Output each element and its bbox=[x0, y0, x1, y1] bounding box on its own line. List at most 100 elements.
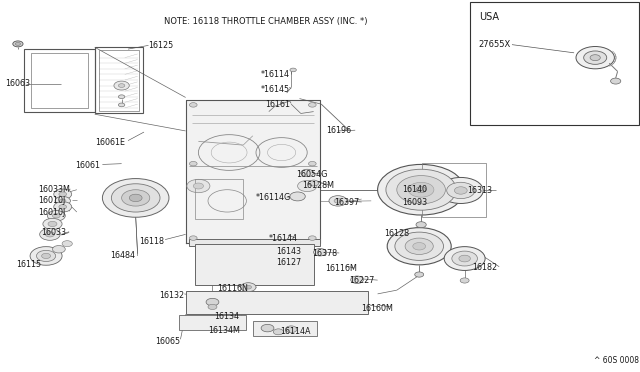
Circle shape bbox=[13, 41, 23, 47]
Circle shape bbox=[386, 169, 456, 210]
Circle shape bbox=[408, 182, 434, 197]
Text: *16144: *16144 bbox=[269, 234, 298, 243]
Circle shape bbox=[40, 228, 60, 240]
Text: 16115: 16115 bbox=[16, 260, 41, 269]
Circle shape bbox=[111, 184, 160, 212]
Circle shape bbox=[114, 81, 129, 90]
Text: 16182: 16182 bbox=[472, 263, 497, 272]
Circle shape bbox=[290, 68, 296, 72]
Circle shape bbox=[298, 180, 317, 192]
Circle shape bbox=[206, 298, 219, 306]
Text: 16160M: 16160M bbox=[362, 304, 394, 312]
Bar bbox=[470, 2, 639, 125]
Text: *16114: *16114 bbox=[261, 70, 290, 79]
Text: 16196: 16196 bbox=[326, 126, 351, 135]
Circle shape bbox=[54, 189, 72, 199]
Circle shape bbox=[334, 199, 342, 203]
Bar bbox=[31, 53, 88, 108]
Bar bbox=[179, 315, 246, 330]
Circle shape bbox=[62, 241, 72, 247]
Circle shape bbox=[45, 232, 54, 237]
Circle shape bbox=[189, 236, 197, 240]
Circle shape bbox=[308, 103, 316, 107]
Text: 16010J: 16010J bbox=[38, 208, 66, 217]
Circle shape bbox=[378, 164, 465, 215]
Text: 16128M: 16128M bbox=[302, 182, 334, 190]
Text: NOTE: 16118 THROTTLE CHAMBER ASSY (INC. *): NOTE: 16118 THROTTLE CHAMBER ASSY (INC. … bbox=[164, 17, 367, 26]
Circle shape bbox=[387, 228, 451, 265]
Circle shape bbox=[413, 243, 426, 250]
Bar bbox=[95, 47, 143, 113]
Text: 16116N: 16116N bbox=[218, 284, 248, 293]
Circle shape bbox=[576, 46, 614, 69]
Circle shape bbox=[52, 246, 65, 253]
Text: 16033: 16033 bbox=[42, 228, 67, 237]
Circle shape bbox=[314, 248, 326, 256]
Circle shape bbox=[54, 202, 72, 212]
Circle shape bbox=[273, 329, 284, 335]
Circle shape bbox=[118, 95, 125, 99]
Circle shape bbox=[189, 161, 197, 166]
Circle shape bbox=[444, 247, 485, 270]
Polygon shape bbox=[186, 100, 320, 243]
Bar bbox=[195, 244, 314, 285]
Circle shape bbox=[459, 255, 470, 262]
Circle shape bbox=[241, 283, 256, 292]
Circle shape bbox=[395, 232, 444, 260]
Circle shape bbox=[48, 221, 57, 227]
Circle shape bbox=[438, 177, 483, 203]
Circle shape bbox=[415, 272, 424, 277]
Bar bbox=[253, 321, 317, 336]
Circle shape bbox=[60, 199, 66, 203]
Text: 16378: 16378 bbox=[312, 249, 337, 258]
Circle shape bbox=[416, 187, 426, 193]
Text: 16065: 16065 bbox=[155, 337, 180, 346]
Circle shape bbox=[47, 211, 65, 221]
Circle shape bbox=[122, 190, 150, 206]
Circle shape bbox=[59, 192, 67, 196]
Circle shape bbox=[118, 103, 125, 107]
Text: 16033M: 16033M bbox=[38, 185, 70, 194]
Circle shape bbox=[584, 51, 607, 64]
Text: 16010J: 16010J bbox=[38, 196, 66, 205]
Text: 16227: 16227 bbox=[349, 276, 374, 285]
Bar bbox=[189, 239, 320, 246]
Circle shape bbox=[43, 218, 62, 230]
Circle shape bbox=[59, 205, 67, 209]
Text: 16132: 16132 bbox=[159, 291, 184, 300]
Text: 16063: 16063 bbox=[5, 79, 30, 88]
Text: 16134: 16134 bbox=[214, 312, 239, 321]
Bar bbox=[99, 50, 139, 111]
Circle shape bbox=[447, 182, 475, 199]
Circle shape bbox=[208, 304, 217, 310]
Text: *16114G: *16114G bbox=[256, 193, 291, 202]
Bar bbox=[422, 163, 486, 217]
Text: 16134M: 16134M bbox=[208, 326, 240, 335]
Circle shape bbox=[405, 238, 433, 254]
Text: 16484: 16484 bbox=[110, 251, 135, 260]
Circle shape bbox=[308, 180, 319, 186]
Circle shape bbox=[261, 324, 274, 332]
Circle shape bbox=[454, 187, 467, 194]
Text: 16127: 16127 bbox=[276, 258, 301, 267]
Text: 16054G: 16054G bbox=[296, 170, 327, 179]
Bar bbox=[24, 49, 95, 112]
Text: 16118: 16118 bbox=[140, 237, 164, 246]
Circle shape bbox=[460, 278, 469, 283]
Circle shape bbox=[452, 251, 477, 266]
Text: 16116M: 16116M bbox=[325, 264, 357, 273]
Circle shape bbox=[290, 192, 305, 201]
Text: 27655X: 27655X bbox=[479, 40, 511, 49]
Text: 16061: 16061 bbox=[76, 161, 100, 170]
Circle shape bbox=[15, 42, 20, 45]
Circle shape bbox=[42, 253, 51, 259]
Circle shape bbox=[129, 194, 142, 202]
Circle shape bbox=[102, 179, 169, 217]
Text: 16128: 16128 bbox=[384, 229, 409, 238]
Text: 16061E: 16061E bbox=[95, 138, 125, 147]
Circle shape bbox=[118, 84, 125, 87]
Text: 16397: 16397 bbox=[334, 198, 359, 207]
Circle shape bbox=[351, 276, 364, 283]
Circle shape bbox=[416, 222, 426, 228]
Text: 16125: 16125 bbox=[148, 41, 173, 50]
